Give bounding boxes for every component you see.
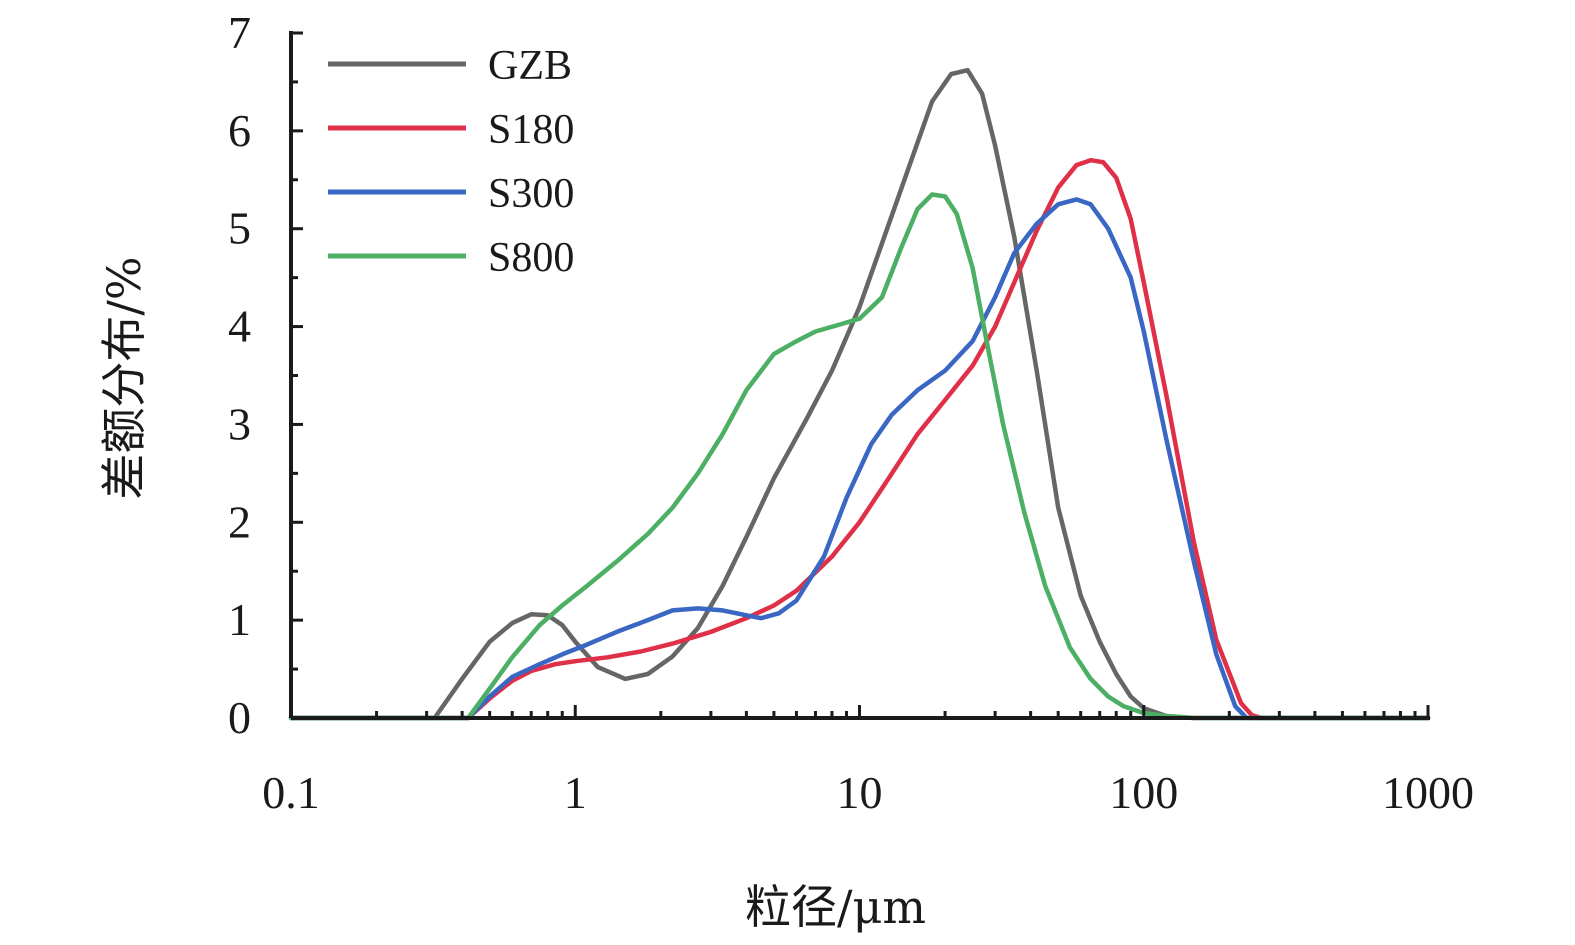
y-tick-label: 2 <box>228 496 251 547</box>
x-tick-label: 100 <box>1109 767 1178 818</box>
y-tick-label: 5 <box>228 203 251 254</box>
y-tick-label: 0 <box>228 692 251 743</box>
x-tick-label: 10 <box>837 767 883 818</box>
y-tick-label: 3 <box>228 398 251 449</box>
x-axis-title: 粒径/μm <box>745 880 926 934</box>
y-tick-label: 4 <box>228 301 251 352</box>
legend-label-s300: S300 <box>488 171 574 217</box>
series-line-gzb <box>288 67 1431 721</box>
series-line-s300 <box>288 197 1431 721</box>
legend-label-s180: S180 <box>488 107 574 153</box>
y-axis-title: 差额分布/% <box>97 256 151 499</box>
y-tick-label: 6 <box>228 105 251 156</box>
ticks <box>289 31 1430 720</box>
plot-lines <box>288 67 1431 721</box>
legend-label-gzb: GZB <box>488 43 572 89</box>
axes <box>289 31 1430 720</box>
legend-label-s800: S800 <box>488 235 574 281</box>
y-tick-label: 1 <box>228 594 251 645</box>
x-tick-label: 1000 <box>1382 767 1474 818</box>
series-line-s800 <box>288 192 1431 721</box>
legend: GZB S180 S300 S800 <box>328 43 574 281</box>
x-tick-label: 0.1 <box>262 767 320 818</box>
tick-labels: 0 1 2 3 4 5 6 7 0.1 1 10 100 1000 <box>228 7 1474 818</box>
x-tick-label: 1 <box>564 767 587 818</box>
y-tick-label: 7 <box>228 7 251 58</box>
series-line-s180 <box>288 157 1431 721</box>
